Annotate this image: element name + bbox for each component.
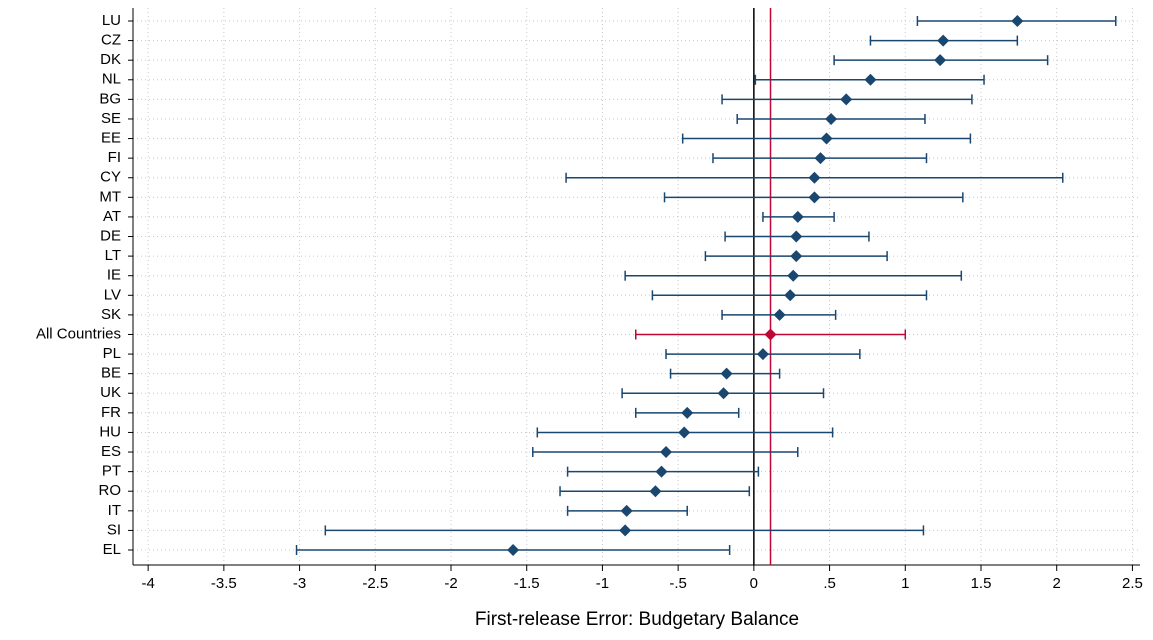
point-marker [790,250,803,263]
y-tick-label: IE [107,267,121,284]
point-marker [808,171,821,184]
y-tick-label: MT [99,188,121,205]
point-marker [864,73,877,86]
x-tick-label: 2 [1053,575,1061,592]
point-marker [619,524,632,537]
point-marker [1011,15,1024,27]
point-marker [787,269,800,282]
point-marker [764,328,777,341]
y-tick-label: EE [101,130,121,147]
point-marker [791,210,804,223]
y-tick-label: AT [103,208,121,225]
point-marker [681,406,694,419]
y-tick-label: SE [101,110,121,127]
x-tick-label: -3 [293,575,306,592]
x-tick-label: -1.5 [514,575,540,592]
y-tick-label: LT [105,247,121,264]
y-tick-label: ES [101,443,121,460]
x-axis-title: First-release Error: Budgetary Balance [475,609,799,630]
point-marker [655,465,668,478]
x-tick-label: -3.5 [211,575,237,592]
y-tick-label: FI [108,149,121,166]
y-tick-label: CY [100,169,121,186]
x-tick-label: -2 [444,575,457,592]
point-marker [934,54,947,67]
y-tick-label: IT [108,502,121,519]
point-marker [840,93,853,106]
y-tick-label: DE [100,227,121,244]
x-tick-label: 1.5 [971,575,992,592]
point-marker [756,348,769,361]
y-tick-label: CZ [101,32,121,49]
point-marker [649,485,662,498]
y-tick-label: PL [103,345,121,362]
point-marker [820,132,833,145]
y-tick-label: LU [102,12,121,29]
point-marker [825,112,838,125]
point-marker [790,230,803,243]
y-tick-label: All Countries [36,325,121,342]
y-tick-label: BE [101,365,121,382]
y-tick-label: HU [99,423,121,440]
point-marker [937,34,950,47]
y-tick-label: NL [102,71,121,88]
x-tick-label: -1 [596,575,609,592]
y-tick-label: UK [100,384,121,401]
x-tick-label: .5 [823,575,836,592]
point-marker [678,426,691,439]
x-tick-label: 0 [750,575,758,592]
point-marker [784,289,797,302]
x-tick-label: 1 [901,575,909,592]
point-marker [808,191,821,204]
x-tick-label: 2.5 [1122,575,1143,592]
y-tick-label: RO [99,482,122,499]
point-marker [720,367,733,380]
y-tick-label: BG [99,90,121,107]
point-marker [660,446,673,459]
x-tick-label: -2.5 [362,575,388,592]
point-marker [507,544,520,556]
y-tick-label: FR [101,404,121,421]
y-tick-label: SI [107,521,121,538]
y-tick-label: LV [104,286,121,303]
y-tick-label: PT [102,463,121,480]
y-tick-label: DK [100,51,121,68]
x-tick-label: -.5 [669,575,687,592]
point-marker [620,504,633,517]
point-marker [717,387,730,400]
y-tick-label: SK [101,306,121,323]
y-tick-label: EL [103,541,121,558]
point-marker [814,152,827,165]
x-tick-label: -4 [141,575,154,592]
point-marker [773,308,786,321]
